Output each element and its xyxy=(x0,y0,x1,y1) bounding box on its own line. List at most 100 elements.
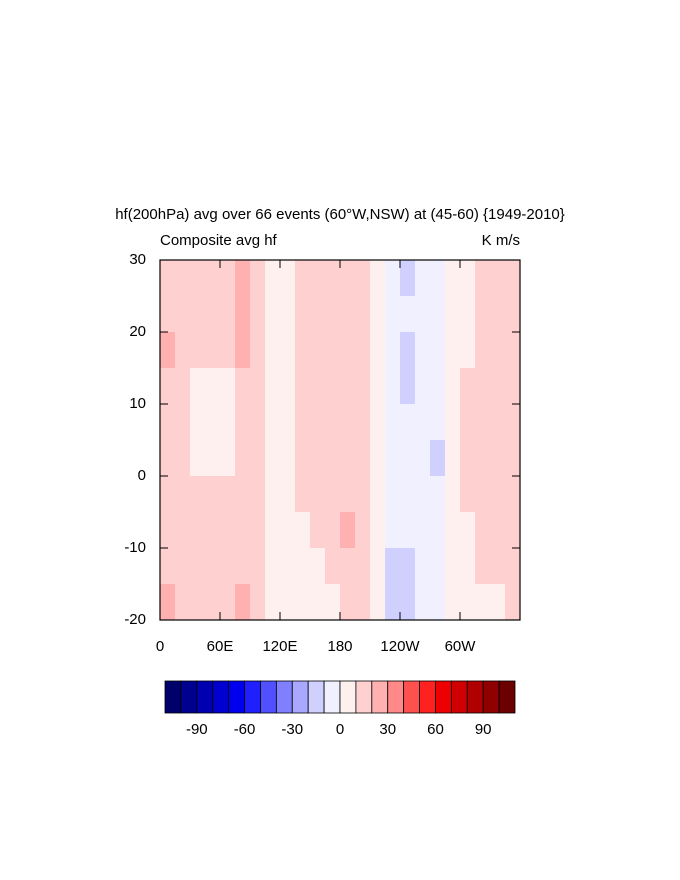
contour-cell xyxy=(250,512,266,549)
contour-cell xyxy=(355,296,371,333)
contour-cell xyxy=(250,440,266,477)
contour-cell xyxy=(355,260,371,297)
contour-cell xyxy=(490,476,506,513)
contour-cell xyxy=(400,332,416,369)
y-tick-label: 10 xyxy=(129,395,146,412)
contour-cell xyxy=(265,584,281,621)
contour-cell xyxy=(295,368,311,405)
contour-cell xyxy=(325,584,341,621)
contour-cell xyxy=(325,368,341,405)
left-label: Composite avg hf xyxy=(160,232,278,249)
contour-cell xyxy=(325,260,341,297)
contour-cell xyxy=(490,296,506,333)
contour-cell xyxy=(445,476,461,513)
contour-cell xyxy=(310,368,326,405)
contour-cell xyxy=(505,260,521,297)
contour-cell xyxy=(295,332,311,369)
contour-cell xyxy=(475,476,491,513)
colorbar-box xyxy=(228,680,245,714)
contour-cell xyxy=(205,512,221,549)
contour-cell xyxy=(190,548,206,585)
contour-cell xyxy=(475,548,491,585)
contour-cell xyxy=(490,332,506,369)
contour-cell xyxy=(190,332,206,369)
contour-cell xyxy=(415,512,431,549)
contour-cell xyxy=(235,512,251,549)
contour-cell xyxy=(370,476,386,513)
contour-cell xyxy=(490,404,506,441)
contour-cell xyxy=(205,368,221,405)
colorbar-box xyxy=(180,680,198,714)
contour-cell xyxy=(340,260,356,297)
contour-cell xyxy=(235,260,251,297)
contour-cell xyxy=(235,368,251,405)
contour-cell xyxy=(505,296,521,333)
contour-cell xyxy=(505,440,521,477)
contour-cell xyxy=(325,512,341,549)
contour-cell xyxy=(205,440,221,477)
contour-cell xyxy=(235,404,251,441)
contour-cell xyxy=(430,548,446,585)
x-tick-label: 60W xyxy=(445,638,477,655)
contour-cell xyxy=(430,368,446,405)
contour-cell xyxy=(280,440,296,477)
contour-cell xyxy=(310,404,326,441)
contour-cell xyxy=(310,440,326,477)
colorbar-box xyxy=(403,680,420,714)
contour-cell xyxy=(190,368,206,405)
contour-cell xyxy=(265,440,281,477)
colorbar-box xyxy=(307,680,325,714)
contour-cell xyxy=(295,404,311,441)
contour-cell xyxy=(280,260,296,297)
x-tick-label: 60E xyxy=(207,638,234,655)
contour-cell xyxy=(475,368,491,405)
contour-cell xyxy=(265,368,281,405)
contour-cell xyxy=(340,404,356,441)
contour-cell xyxy=(265,548,281,585)
contour-cell xyxy=(250,332,266,369)
contour-cell xyxy=(475,404,491,441)
contour-cell xyxy=(430,584,446,621)
contour-cell xyxy=(355,512,371,549)
contour-cell xyxy=(280,404,296,441)
contour-cell xyxy=(175,476,191,513)
colorbar-label: -60 xyxy=(234,721,256,738)
contour-cell xyxy=(445,296,461,333)
field xyxy=(160,260,521,621)
colorbar-label: -30 xyxy=(281,721,303,738)
contour-cell xyxy=(220,476,236,513)
contour-cell xyxy=(445,332,461,369)
colorbar-box xyxy=(450,680,468,714)
contour-cell xyxy=(445,548,461,585)
contour-cell xyxy=(235,476,251,513)
contour-cell xyxy=(205,404,221,441)
contour-cell xyxy=(295,440,311,477)
contour-cell xyxy=(205,296,221,333)
contour-cell xyxy=(175,512,191,549)
contour-cell xyxy=(220,512,236,549)
contour-cell xyxy=(430,296,446,333)
contour-cell xyxy=(400,476,416,513)
contour-cell xyxy=(160,548,176,585)
contour-cell xyxy=(370,404,386,441)
contour-cell xyxy=(265,512,281,549)
contour-cell xyxy=(355,404,371,441)
contour-cell xyxy=(280,332,296,369)
contour-cell xyxy=(445,584,461,621)
contour-cell xyxy=(160,476,176,513)
contour-cell xyxy=(205,548,221,585)
contour-cell xyxy=(160,440,176,477)
colorbar-box xyxy=(371,680,389,714)
contour-cell xyxy=(460,584,476,621)
contour-cell xyxy=(250,476,266,513)
contour-cell xyxy=(415,548,431,585)
contour-cell xyxy=(370,368,386,405)
contour-cell xyxy=(175,296,191,333)
contour-cell xyxy=(250,548,266,585)
contour-cell xyxy=(235,296,251,333)
colorbar-box xyxy=(275,680,293,714)
colorbar-box xyxy=(482,680,500,714)
contour-cell xyxy=(415,476,431,513)
contour-cell xyxy=(160,404,176,441)
